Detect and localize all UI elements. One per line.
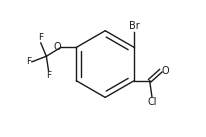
Text: F: F	[46, 71, 51, 80]
Text: O: O	[53, 42, 61, 52]
Text: F: F	[38, 33, 43, 42]
Text: O: O	[162, 66, 169, 76]
Text: Cl: Cl	[147, 97, 157, 107]
Text: F: F	[26, 57, 31, 66]
Text: Br: Br	[129, 21, 139, 31]
